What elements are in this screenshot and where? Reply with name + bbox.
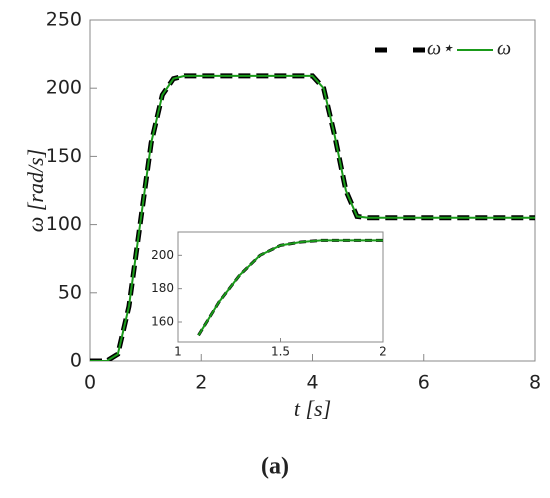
series-line	[197, 239, 383, 336]
y-tick-label: 50	[58, 281, 82, 303]
series-line	[90, 74, 535, 361]
caption: (a)	[261, 454, 289, 480]
x-tick-label: 2	[379, 345, 387, 359]
y-tick-label: 250	[46, 9, 82, 31]
x-tick-label: 4	[306, 372, 318, 394]
y-tick-label: 200	[151, 248, 174, 262]
x-tick-label: 6	[418, 372, 430, 394]
y-axis-label: ω [rad/s]	[23, 149, 48, 232]
x-axis-label: t [s]	[294, 396, 331, 421]
x-tick-label: 1	[174, 345, 182, 359]
y-tick-label: 150	[46, 145, 82, 167]
x-tick-label: 8	[529, 372, 541, 394]
x-tick-label: 2	[195, 372, 207, 394]
x-tick-label: 0	[84, 372, 96, 394]
x-tick-label: 1.5	[271, 345, 290, 359]
plot-area	[177, 231, 384, 343]
y-tick-label: 180	[151, 281, 174, 295]
legend-label: ω⋆	[427, 38, 454, 60]
legend-label: ω	[497, 38, 511, 60]
y-tick-label: 160	[151, 315, 174, 329]
y-tick-label: 100	[46, 213, 82, 235]
y-tick-label: 0	[70, 350, 82, 372]
y-tick-label: 200	[46, 77, 82, 99]
